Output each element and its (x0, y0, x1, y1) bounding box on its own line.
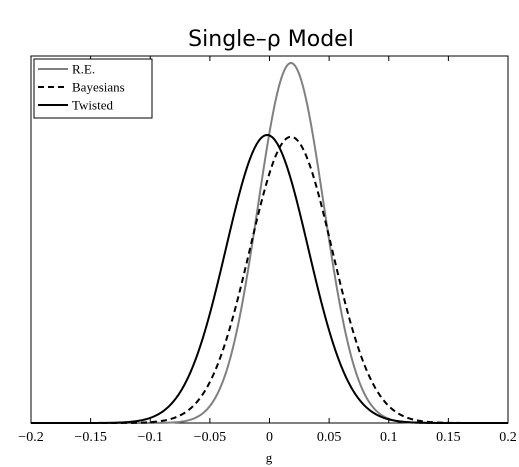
x-tick-label: 0.2 (499, 430, 517, 445)
x-tick-label: −0.2 (18, 430, 43, 445)
chart-title: Single–ρ Model (188, 27, 354, 52)
series-curves (31, 61, 508, 424)
x-tick-label: 0.15 (436, 430, 461, 445)
legend-label: R.E. (72, 62, 95, 77)
x-tick-label: −0.1 (138, 430, 163, 445)
legend-label: Twisted (72, 98, 113, 113)
legend-label: Bayesians (72, 80, 125, 95)
series-line-twisted (31, 133, 508, 424)
x-tick-label: 0.1 (380, 430, 398, 445)
legend-items: R.E. Bayesians Twisted (38, 62, 125, 113)
x-axis-label: g (266, 450, 273, 465)
x-tick-label: −0.05 (194, 430, 226, 445)
x-tick-label: −0.15 (74, 430, 106, 445)
x-axis-ticks: −0.2 −0.15 −0.1 −0.05 0 0.05 0.1 0.15 0.2 (18, 56, 517, 445)
legend-box (33, 58, 153, 119)
x-tick-label: 0.05 (317, 430, 342, 445)
x-tick-label: 0 (266, 430, 273, 445)
series-line-bayesians (31, 135, 508, 424)
legend: R.E. Bayesians Twisted (33, 58, 153, 119)
